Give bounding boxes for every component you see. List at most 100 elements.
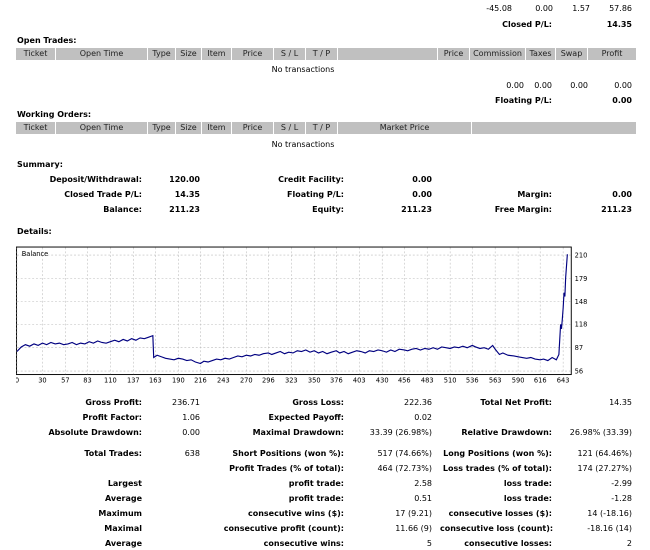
summary-floating-value: 0.00 <box>412 190 432 199</box>
closed-pl-value: 14.35 <box>606 20 632 29</box>
x-tick-label: 243 <box>217 377 230 385</box>
working-orders-title: Working Orders: <box>17 110 92 119</box>
profit-trades-label: Profit Trades (% of total): <box>229 464 344 473</box>
maximal-profit-value: 11.66 (9) <box>395 524 432 533</box>
x-tick-label: 376 <box>330 377 343 385</box>
x-tick-label: 137 <box>127 377 140 385</box>
y-tick-label: 179 <box>575 275 588 283</box>
x-tick-label: 110 <box>104 377 117 385</box>
gross-loss-value: 222.36 <box>404 398 432 407</box>
wcol-price: Price <box>232 122 274 134</box>
maximal-profit-label: consecutive profit (count): <box>223 524 344 533</box>
gross-loss-label: Gross Loss: <box>292 398 344 407</box>
relative-drawdown-value: 26.98% (33.39) <box>569 428 632 437</box>
loss-trades-label: Loss trades (% of total): <box>442 464 552 473</box>
open-total-2: 0.00 <box>534 81 552 90</box>
col-blank <box>338 48 438 60</box>
x-tick-label: 430 <box>376 377 389 385</box>
x-tick-label: 590 <box>512 377 525 385</box>
balance-series-line <box>16 254 568 365</box>
short-positions-value: 517 (74.66%) <box>377 449 432 458</box>
gross-profit-label: Gross Profit: <box>85 398 142 407</box>
profit-trades-value: 464 (72.73%) <box>377 464 432 473</box>
closed-pl-label: Closed P/L: <box>502 20 552 29</box>
top-value-3: 1.57 <box>572 4 590 13</box>
margin-value: 0.00 <box>612 190 632 199</box>
average-profit-value: 0.51 <box>414 494 432 503</box>
open-trades-empty: No transactions <box>271 65 335 74</box>
maximal-loss-label: consecutive loss (count): <box>440 524 554 533</box>
details-title: Details: <box>17 227 52 236</box>
avg-losses-value: 2 <box>626 539 632 548</box>
closed-trade-label: Closed Trade P/L: <box>64 190 142 199</box>
x-tick-label: 57 <box>61 377 69 385</box>
average-consec-label: Average <box>104 539 142 548</box>
x-axis-ticks: 0 30 57 83 110 137 163 190 216 243 270 296 323 350 376… <box>16 377 570 385</box>
col-price2: Price <box>438 48 470 60</box>
average-loss-value: -1.28 <box>611 494 632 503</box>
largest-loss-value: -2.99 <box>611 479 632 488</box>
expected-payoff-value: 0.02 <box>414 413 432 422</box>
maximal-drawdown-value: 33.39 (26.98%) <box>369 428 432 437</box>
balance-chart: Balance 56 87 118 148 179 210 0 30 57 83 110 137 16… <box>16 246 588 385</box>
largest-loss-label: loss trade: <box>503 479 552 488</box>
wcol-market-price: Market Price <box>338 122 472 134</box>
average-loss-label: loss trade: <box>503 494 552 503</box>
maximal-label: Maximal <box>104 524 142 533</box>
working-orders-header: Ticket Open Time Type Size Item Price S … <box>16 122 636 134</box>
open-total-1: 0.00 <box>506 81 524 90</box>
max-losses-value: 14 (-18.16) <box>587 509 632 518</box>
plot-frame <box>16 246 572 376</box>
open-trades-title: Open Trades: <box>17 36 77 45</box>
x-tick-label: 563 <box>489 377 502 385</box>
col-sl: S / L <box>274 48 306 60</box>
col-swap: Swap <box>556 48 588 60</box>
expected-payoff-label: Expected Payoff: <box>268 413 344 422</box>
x-tick-label: 403 <box>353 377 366 385</box>
total-trades-label: Total Trades: <box>84 449 142 458</box>
closed-trade-value: 14.35 <box>174 190 200 199</box>
equity-label: Equity: <box>312 205 344 214</box>
working-orders-empty: No transactions <box>271 140 335 149</box>
deposit-label: Deposit/Withdrawal: <box>49 175 142 184</box>
x-tick-label: 30 <box>38 377 46 385</box>
floating-pl-label: Floating P/L: <box>495 96 552 105</box>
chart-title: Balance <box>22 250 49 258</box>
average-profit-label: profit trade: <box>288 494 344 503</box>
col-taxes: Taxes <box>526 48 556 60</box>
top-value-4: 57.86 <box>609 4 632 13</box>
wcol-blank <box>472 122 636 134</box>
col-size: Size <box>176 48 202 60</box>
max-wins-label: consecutive wins ($): <box>247 509 344 518</box>
x-tick-label: 83 <box>83 377 91 385</box>
y-tick-label: 118 <box>575 321 588 329</box>
largest-profit-label: profit trade: <box>288 479 344 488</box>
credit-value: 0.00 <box>412 175 432 184</box>
long-positions-value: 121 (64.46%) <box>577 449 632 458</box>
wcol-type: Type <box>148 122 176 134</box>
largest-label: Largest <box>107 479 142 488</box>
deposit-value: 120.00 <box>169 175 200 184</box>
col-item: Item <box>202 48 232 60</box>
total-trades-value: 638 <box>184 449 200 458</box>
top-value-1: -45.08 <box>486 4 512 13</box>
relative-drawdown-label: Relative Drawdown: <box>461 428 552 437</box>
top-value-2: 0.00 <box>535 4 553 13</box>
y-tick-label: 210 <box>575 251 588 259</box>
wcol-open-time: Open Time <box>56 122 148 134</box>
x-tick-label: 536 <box>466 377 479 385</box>
x-tick-label: 510 <box>444 377 457 385</box>
col-commission: Commission <box>470 48 526 60</box>
wcol-ticket: Ticket <box>16 122 56 134</box>
summary-title: Summary: <box>17 160 63 169</box>
col-type: Type <box>148 48 176 60</box>
absolute-drawdown-value: 0.00 <box>182 428 200 437</box>
wcol-sl: S / L <box>274 122 306 134</box>
x-tick-label: 216 <box>194 377 207 385</box>
maximal-drawdown-label: Maximal Drawdown: <box>252 428 344 437</box>
y-axis-ticks: 56 87 118 148 179 210 <box>575 251 588 375</box>
x-tick-label: 350 <box>308 377 321 385</box>
summary-floating-label: Floating P/L: <box>287 190 344 199</box>
max-wins-value: 17 (9.21) <box>395 509 432 518</box>
avg-wins-label: consecutive wins: <box>263 539 344 548</box>
